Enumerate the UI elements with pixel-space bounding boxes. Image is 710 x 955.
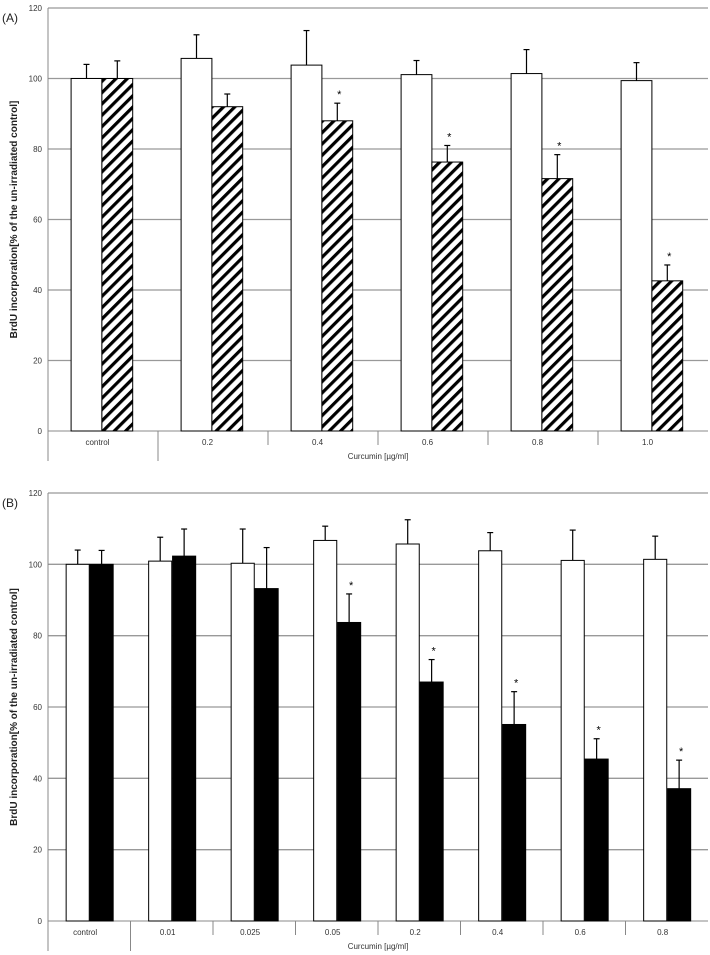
white-bar xyxy=(560,559,585,922)
y-tick-label: 100 xyxy=(29,75,43,84)
x-tick-label: 0.8 xyxy=(532,438,544,447)
white-bar xyxy=(620,80,653,432)
x-tick-label: 1.0 xyxy=(642,438,654,447)
black-bar xyxy=(502,723,527,922)
white-bar xyxy=(510,73,543,432)
y-axis-label: BrdU incorporation[% of the un-irradiate… xyxy=(9,588,20,826)
white-bar xyxy=(65,563,90,922)
y-tick-label: 100 xyxy=(29,560,43,569)
x-tick-label: control xyxy=(85,438,109,447)
x-tick-label: 0.6 xyxy=(575,928,587,937)
white-bar xyxy=(70,78,103,432)
black-bar xyxy=(584,758,609,922)
white-bar xyxy=(313,539,338,922)
white-bar xyxy=(180,57,213,432)
black-bar xyxy=(254,588,279,922)
white-bar xyxy=(643,558,668,922)
x-tick-label: control xyxy=(73,928,97,937)
significance-star: * xyxy=(679,746,684,758)
y-tick-label: 0 xyxy=(38,427,43,436)
y-tick-label: 40 xyxy=(33,286,42,295)
hatched-bar xyxy=(321,120,354,432)
x-tick-label: 0.4 xyxy=(312,438,324,447)
panel-a-chart: (A) 0 20 40 60 80 100 120 BrdU incorporation[% o… xyxy=(2,4,708,461)
black-bar xyxy=(89,563,114,922)
y-tick-label: 20 xyxy=(33,357,42,366)
x-tick-label: 0.2 xyxy=(410,928,422,937)
hatched-bar xyxy=(431,161,464,432)
y-tick-label: 0 xyxy=(38,917,43,926)
x-tick-label: 0.4 xyxy=(492,928,504,937)
black-bar xyxy=(337,621,362,922)
x-tick-label: 0.2 xyxy=(202,438,214,447)
x-axis-label: Curcumin [µg/ml] xyxy=(348,942,409,951)
black-bar xyxy=(419,681,444,922)
y-tick-label: 120 xyxy=(29,4,43,13)
hatched-bar xyxy=(101,78,134,432)
significance-star: * xyxy=(349,580,354,592)
y-tick-label: 20 xyxy=(33,846,42,855)
y-tick-label: 40 xyxy=(33,774,42,783)
y-tick-label: 80 xyxy=(33,145,42,154)
white-bar xyxy=(400,74,433,432)
x-tick-label: 0.01 xyxy=(160,928,176,937)
white-bar xyxy=(148,560,173,922)
white-bar xyxy=(478,550,503,922)
significance-star: * xyxy=(557,141,562,153)
white-bar xyxy=(395,543,420,922)
significance-star: * xyxy=(447,131,452,143)
black-bar xyxy=(667,788,692,922)
significance-star: * xyxy=(431,646,436,658)
significance-star: * xyxy=(514,678,519,690)
x-axis-label: Curcumin [µg/ml] xyxy=(348,452,409,461)
black-bar xyxy=(172,555,197,922)
y-tick-label: 60 xyxy=(33,703,42,712)
x-tick-label: 0.6 xyxy=(422,438,434,447)
hatched-bar xyxy=(541,178,574,432)
y-tick-label: 60 xyxy=(33,216,42,225)
y-axis-label: BrdU incorporation[% of the un-irradiate… xyxy=(9,101,20,339)
panel-label: (B) xyxy=(2,496,18,510)
hatched-bar xyxy=(651,280,684,432)
panel-b-chart: (B) 0 20 40 60 80 100 120 BrdU incorporation[% o… xyxy=(2,489,708,951)
significance-star: * xyxy=(596,725,601,737)
x-tick-label: 0.025 xyxy=(240,928,261,937)
significance-star: * xyxy=(667,251,672,263)
x-tick-label: 0.05 xyxy=(325,928,341,937)
y-tick-label: 80 xyxy=(33,632,42,641)
white-bar xyxy=(290,64,323,432)
hatched-bar xyxy=(211,106,244,432)
y-tick-label: 120 xyxy=(29,489,43,498)
x-tick-label: 0.8 xyxy=(657,928,669,937)
white-bar xyxy=(230,562,255,922)
panel-label: (A) xyxy=(2,11,18,25)
significance-star: * xyxy=(337,89,342,101)
